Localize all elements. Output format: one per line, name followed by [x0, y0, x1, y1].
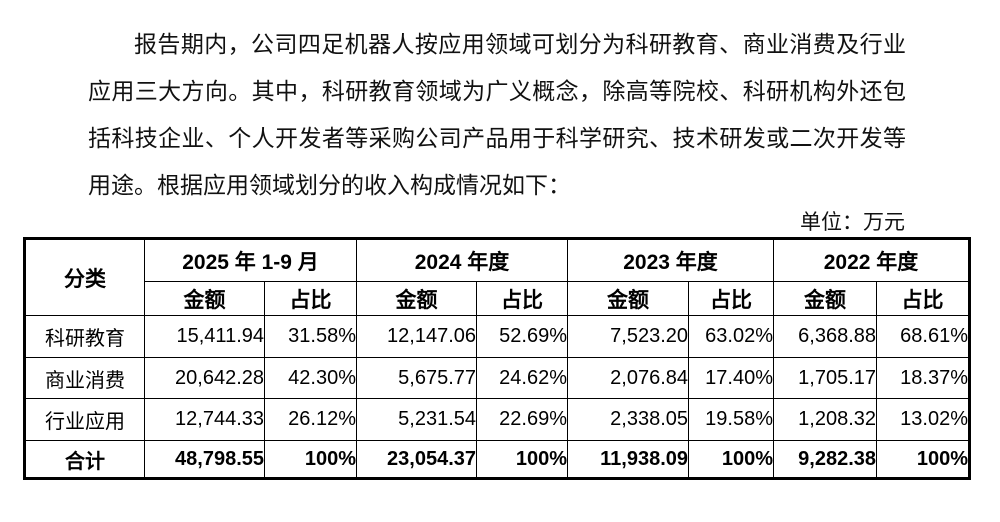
header-amount-2023: 金额 [567, 281, 690, 316]
amount-2022: 9,282.38 [773, 440, 878, 479]
row-category: 商业消费 [24, 357, 145, 399]
amount-2023: 2,338.05 [567, 398, 690, 441]
header-amount-2025: 金额 [144, 281, 265, 316]
header-period-2025: 2025 年 1-9 月 [143, 238, 358, 282]
amount-2022: 1,705.17 [773, 357, 878, 399]
table-row-industry-application: 行业应用 12,744.33 26.12% 5,231.54 22.69% 2,… [24, 398, 971, 441]
header-ratio-2025: 占比 [263, 281, 358, 316]
ratio-2023: 17.40% [688, 357, 775, 399]
amount-2024: 5,231.54 [356, 398, 478, 441]
table-row-research-education: 科研教育 15,411.94 31.58% 12,147.06 52.69% 7… [24, 315, 971, 358]
header-category: 分类 [24, 238, 145, 316]
amount-2023: 11,938.09 [567, 440, 690, 479]
header-period-2023: 2023 年度 [567, 238, 775, 282]
header-row-subheaders: 金额 占比 金额 占比 金额 占比 金额 占比 [25, 281, 971, 316]
ratio-2023: 63.02% [688, 315, 775, 358]
revenue-by-application-table: 分类 2025 年 1-9 月 2024 年度 2023 年度 2022 年度 … [23, 237, 972, 480]
amount-2023: 7,523.20 [567, 315, 690, 358]
ratio-2024: 100% [476, 440, 569, 479]
ratio-2025: 26.12% [263, 398, 358, 441]
header-period-2022: 2022 年度 [773, 238, 971, 282]
amount-2025: 20,642.28 [144, 357, 265, 399]
ratio-2025: 100% [263, 440, 358, 479]
ratio-2024: 22.69% [476, 398, 569, 441]
amount-2025: 12,744.33 [144, 398, 265, 441]
header-ratio-2023: 占比 [688, 281, 775, 316]
ratio-2025: 42.30% [263, 357, 358, 399]
ratio-2025: 31.58% [263, 315, 358, 358]
row-category: 科研教育 [24, 315, 145, 358]
ratio-2024: 24.62% [476, 357, 569, 399]
ratio-2022: 18.37% [876, 357, 971, 399]
header-amount-2022: 金额 [773, 281, 878, 316]
row-category: 合计 [24, 440, 145, 479]
amount-2024: 23,054.37 [356, 440, 478, 479]
amount-2023: 2,076.84 [567, 357, 690, 399]
amount-2024: 12,147.06 [356, 315, 478, 358]
amount-2025: 48,798.55 [144, 440, 265, 479]
row-category: 行业应用 [24, 398, 145, 441]
header-amount-2024: 金额 [356, 281, 478, 316]
ratio-2023: 100% [688, 440, 775, 479]
ratio-2022: 68.61% [876, 315, 971, 358]
ratio-2024: 52.69% [476, 315, 569, 358]
ratio-2022: 13.02% [876, 398, 971, 441]
header-ratio-2022: 占比 [876, 281, 971, 316]
amount-2024: 5,675.77 [356, 357, 478, 399]
ratio-2022: 100% [876, 440, 971, 479]
header-row-periods: 分类 2025 年 1-9 月 2024 年度 2023 年度 2022 年度 [24, 238, 971, 316]
body-paragraph: 报告期内，公司四足机器人按应用领域可划分为科研教育、商业消费及行业应用三大方向。… [88, 32, 906, 198]
amount-2022: 6,368.88 [773, 315, 878, 358]
amount-2022: 1,208.32 [773, 398, 878, 441]
header-ratio-2024: 占比 [476, 281, 569, 316]
table-row-commercial-consumer: 商业消费 20,642.28 42.30% 5,675.77 24.62% 2,… [24, 357, 971, 399]
amount-2025: 15,411.94 [144, 315, 265, 358]
ratio-2023: 19.58% [688, 398, 775, 441]
unit-label: 单位：万元 [800, 210, 905, 234]
table-row-total: 合计 48,798.55 100% 23,054.37 100% 11,938.… [24, 440, 971, 479]
header-period-2024: 2024 年度 [356, 238, 569, 282]
